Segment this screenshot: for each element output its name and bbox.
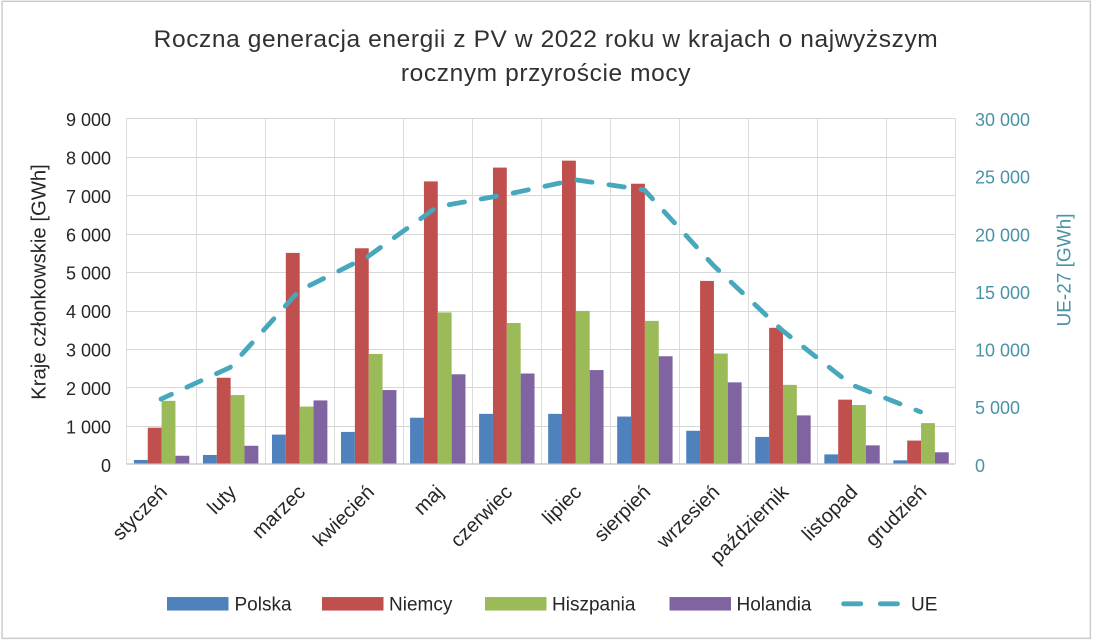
svg-text:7 000: 7 000 xyxy=(66,187,111,207)
svg-text:30 000: 30 000 xyxy=(975,110,1030,130)
svg-text:20 000: 20 000 xyxy=(975,225,1030,245)
svg-text:Roczna generacja energii z PV: Roczna generacja energii z PV w 2022 rok… xyxy=(154,26,939,53)
svg-text:0: 0 xyxy=(101,456,111,476)
svg-text:Kraje członkowskie [GWh]: Kraje członkowskie [GWh] xyxy=(29,164,51,400)
svg-text:10 000: 10 000 xyxy=(975,341,1030,361)
svg-text:rocznym przyroście mocy: rocznym przyroście mocy xyxy=(401,60,691,87)
svg-text:3 000: 3 000 xyxy=(66,341,111,361)
svg-text:4 000: 4 000 xyxy=(66,302,111,322)
svg-text:Holandia: Holandia xyxy=(737,594,812,615)
svg-text:0: 0 xyxy=(975,456,985,476)
svg-text:6 000: 6 000 xyxy=(66,225,111,245)
svg-text:UE: UE xyxy=(911,594,937,615)
svg-text:8 000: 8 000 xyxy=(66,148,111,168)
svg-text:UE-27 [GWh]: UE-27 [GWh] xyxy=(1055,214,1076,327)
svg-text:15 000: 15 000 xyxy=(975,283,1030,303)
svg-text:Niemcy: Niemcy xyxy=(389,594,453,615)
svg-text:Polska: Polska xyxy=(235,594,292,615)
svg-text:9 000: 9 000 xyxy=(66,110,111,130)
svg-text:5 000: 5 000 xyxy=(66,264,111,284)
svg-text:5 000: 5 000 xyxy=(975,398,1020,418)
svg-text:25 000: 25 000 xyxy=(975,168,1030,188)
svg-text:Hiszpania: Hiszpania xyxy=(552,594,636,615)
svg-text:1 000: 1 000 xyxy=(66,417,111,437)
svg-text:2 000: 2 000 xyxy=(66,379,111,399)
